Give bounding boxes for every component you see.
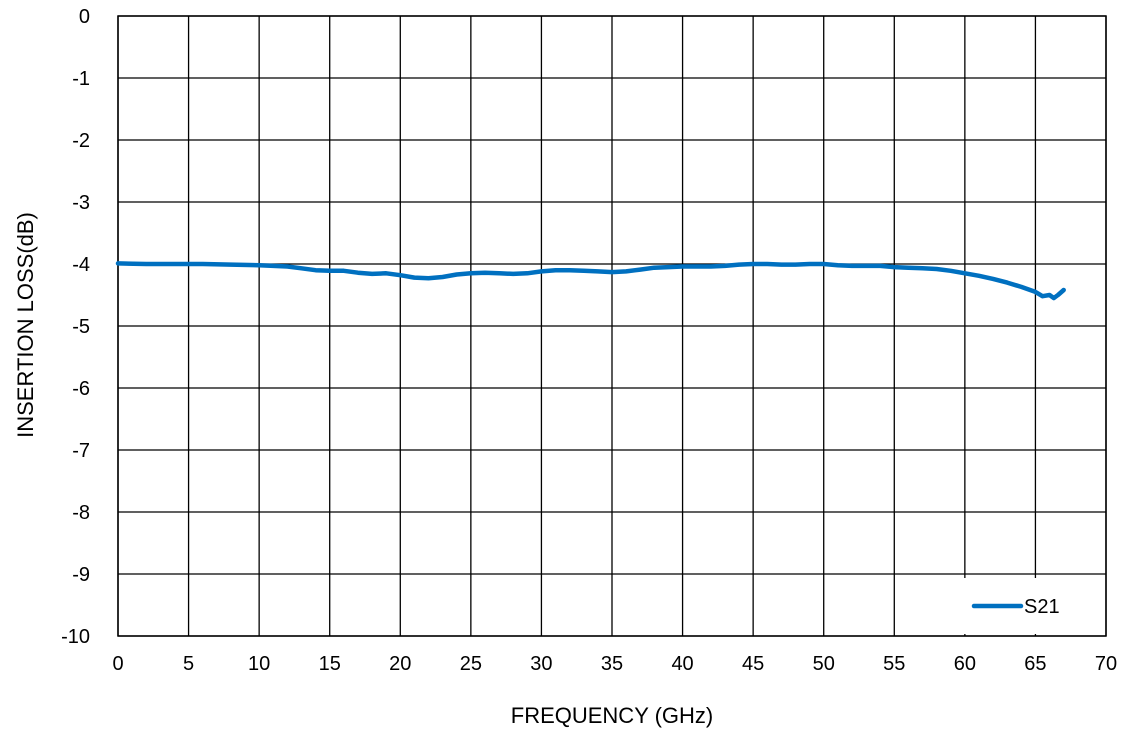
x-tick-label: 65 <box>1024 653 1046 675</box>
y-tick-label: -6 <box>72 378 90 400</box>
x-tick-label: 40 <box>671 653 693 675</box>
x-tick-label: 15 <box>319 653 341 675</box>
x-tick-label: 50 <box>813 653 835 675</box>
series-layer <box>115 261 1066 301</box>
y-tick-label: -9 <box>72 564 90 586</box>
x-tick-label: 70 <box>1095 653 1117 675</box>
y-tick-label: -4 <box>72 254 90 276</box>
x-tick-label: 35 <box>601 653 623 675</box>
y-tick-label: 0 <box>79 6 90 28</box>
x-tick-label: 0 <box>112 653 123 675</box>
x-tick-label: 55 <box>883 653 905 675</box>
axes: 0 5 10 15 20 25 30 35 40 45 50 55 60 65 70 0 -1 -2 -3 -4 -5 -… <box>61 6 1117 675</box>
y-tick-label: -2 <box>72 130 90 152</box>
y-tick-label: -1 <box>72 68 90 90</box>
x-axis-title: FREQUENCY (GHz) <box>511 703 714 728</box>
y-tick-label: -3 <box>72 192 90 214</box>
x-tick-label: 60 <box>954 653 976 675</box>
x-tick-label: 25 <box>460 653 482 675</box>
y-tick-label: -8 <box>72 502 90 524</box>
plot-frame <box>117 15 1107 637</box>
x-tick-label: 45 <box>742 653 764 675</box>
y-tick-label: -10 <box>61 626 90 648</box>
x-tick-label: 20 <box>389 653 411 675</box>
y-tick-label: -7 <box>72 440 90 462</box>
legend: S21 <box>964 578 1104 634</box>
y-axis-title: INSERTION LOSS(dB) <box>13 212 38 438</box>
x-tick-label: 10 <box>248 653 270 675</box>
series-line-s21 <box>115 261 1066 301</box>
legend-label: S21 <box>1024 596 1060 618</box>
x-tick-label: 30 <box>530 653 552 675</box>
y-tick-label: -5 <box>72 316 90 338</box>
x-tick-label: 5 <box>183 653 194 675</box>
grid <box>117 15 1107 637</box>
